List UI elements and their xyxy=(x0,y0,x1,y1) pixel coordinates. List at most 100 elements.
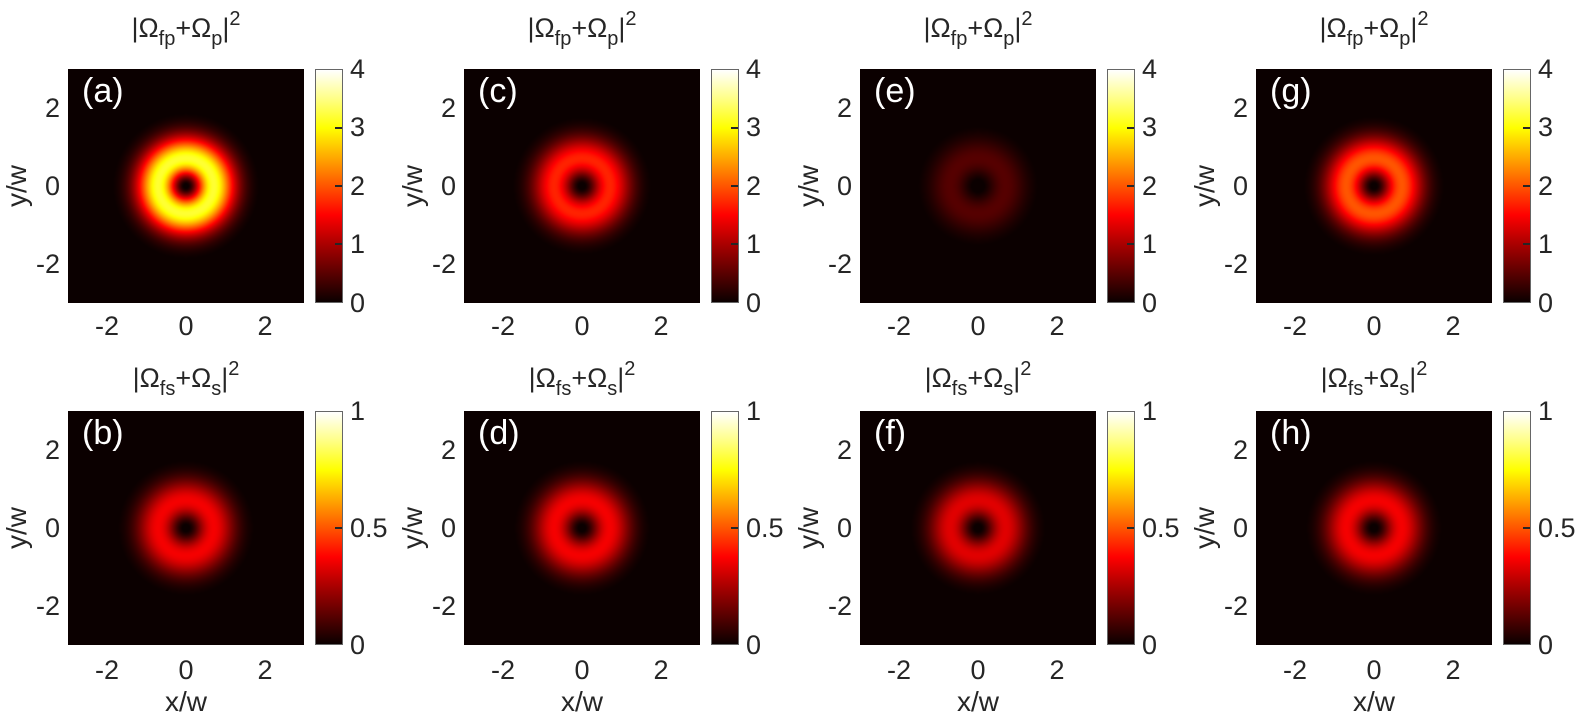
colorbar-tick-mark xyxy=(1127,185,1134,187)
y-tick-label: 2 xyxy=(1232,93,1248,123)
title-superscript: 2 xyxy=(1417,8,1429,30)
colorbar-tick-label: 3 xyxy=(1142,112,1158,142)
y-tick-label: -2 xyxy=(35,249,60,279)
x-tick-label: 2 xyxy=(257,655,273,685)
title-segment: | xyxy=(222,13,230,43)
x-tick-label: 2 xyxy=(1049,655,1065,685)
panel-letter: (f) xyxy=(874,414,907,452)
title-segment: +Ω xyxy=(967,363,1004,393)
colorbar-tick-label: 1 xyxy=(1538,229,1554,259)
x-tick-label: 2 xyxy=(653,655,669,685)
colorbar xyxy=(711,411,739,645)
title-subscript: s xyxy=(607,378,618,400)
y-tick-label: 2 xyxy=(836,93,852,123)
y-tick-label: 0 xyxy=(440,513,456,543)
colorbar-tick-mark xyxy=(1523,127,1530,129)
colorbar-tick-label: 2 xyxy=(746,171,762,201)
colorbar-tick-mark xyxy=(335,127,342,129)
title-segment: +Ω xyxy=(175,363,212,393)
y-tick-label: 2 xyxy=(44,435,60,465)
panel-title: |Ωfs+Ωs|2 xyxy=(464,358,700,401)
colorbar-tick-label: 0 xyxy=(1538,288,1554,318)
colorbar-tick-mark xyxy=(731,185,738,187)
title-segment: | xyxy=(618,13,626,43)
panel-letter: (g) xyxy=(1270,72,1312,110)
x-tick-label: 2 xyxy=(653,311,669,341)
title-segment: | xyxy=(617,363,625,393)
colorbar-tick-mark xyxy=(1127,527,1134,529)
x-tick-label: 2 xyxy=(1445,311,1461,341)
title-segment: | xyxy=(1410,13,1418,43)
x-tick-label: 0 xyxy=(574,311,590,341)
colorbar-tick-label: 0 xyxy=(1142,630,1158,660)
title-segment: +Ω xyxy=(571,13,608,43)
colorbar-tick-label: 2 xyxy=(1538,171,1554,201)
title-subscript: fs xyxy=(555,378,572,400)
y-tick-label: -2 xyxy=(431,591,456,621)
panel-title: |Ωfp+Ωp|2 xyxy=(860,8,1096,51)
x-tick-label: -2 xyxy=(1282,655,1307,685)
heatmap-canvas-b xyxy=(68,411,304,645)
x-tick-label: 0 xyxy=(178,311,194,341)
x-axis-label: x/w xyxy=(957,686,999,717)
x-axis-label: x/w xyxy=(1353,686,1395,717)
colorbar-tick-label: 0 xyxy=(1538,630,1554,660)
title-subscript: p xyxy=(607,28,619,50)
y-tick-label: 0 xyxy=(1232,171,1248,201)
title-segment: |Ω xyxy=(132,363,160,393)
x-tick-label: -2 xyxy=(94,311,119,341)
x-tick-label: 0 xyxy=(1366,311,1382,341)
colorbar-tick-label: 3 xyxy=(746,112,762,142)
heatmap-canvas-a xyxy=(68,69,304,303)
colorbar-tick-label: 0.5 xyxy=(1142,513,1180,543)
heatmap-canvas-f xyxy=(860,411,1096,645)
y-tick-label: -2 xyxy=(35,591,60,621)
panel-c: |Ωfp+Ωp|2 y/w 2 0 -2 (c) -2 0 2 4 3 2 1 … xyxy=(396,0,790,360)
panel-title: |Ωfs+Ωs|2 xyxy=(1256,358,1492,401)
colorbar-tick-mark xyxy=(1127,243,1134,245)
colorbar-tick-label: 0 xyxy=(350,630,366,660)
title-subscript: fs xyxy=(1347,378,1364,400)
colorbar-tick-label: 2 xyxy=(1142,171,1158,201)
title-segment: +Ω xyxy=(571,363,608,393)
x-tick-label: 0 xyxy=(970,655,986,685)
colorbar-tick-mark xyxy=(731,127,738,129)
panel-d: |Ωfs+Ωs|2 y/w 2 0 -2 (d) -2 0 2 x/w 1 0.… xyxy=(396,358,790,724)
colorbar-tick-label: 4 xyxy=(350,54,366,84)
colorbar-tick-label: 3 xyxy=(350,112,366,142)
colorbar-tick-label: 0 xyxy=(1142,288,1158,318)
title-superscript: 2 xyxy=(228,358,240,380)
heatmap-canvas-d xyxy=(464,411,700,645)
colorbar-tick-label: 4 xyxy=(1142,54,1158,84)
title-segment: |Ω xyxy=(131,13,159,43)
title-segment: |Ω xyxy=(1319,13,1347,43)
panel-a: |Ωfp+Ωp|2 y/w 2 0 -2 (a) -2 0 2 4 3 2 1 … xyxy=(0,0,394,360)
title-segment: +Ω xyxy=(175,13,212,43)
y-tick-label: -2 xyxy=(431,249,456,279)
colorbar-tick-label: 2 xyxy=(350,171,366,201)
title-segment: |Ω xyxy=(924,363,952,393)
y-tick-label: 2 xyxy=(440,435,456,465)
y-tick-label: 0 xyxy=(836,513,852,543)
panel-letter: (h) xyxy=(1270,414,1312,452)
title-segment: | xyxy=(1014,13,1022,43)
colorbar-tick-label: 1 xyxy=(746,396,762,426)
title-segment: | xyxy=(1409,363,1417,393)
x-tick-label: -2 xyxy=(490,311,515,341)
colorbar-tick-label: 0.5 xyxy=(350,513,388,543)
y-tick-label: -2 xyxy=(827,591,852,621)
panel-b: |Ωfs+Ωs|2 y/w 2 0 -2 (b) -2 0 2 x/w 1 0.… xyxy=(0,358,394,724)
x-axis-label: x/w xyxy=(561,686,603,717)
x-tick-label: -2 xyxy=(886,311,911,341)
colorbar-tick-label: 4 xyxy=(746,54,762,84)
x-tick-label: 0 xyxy=(574,655,590,685)
panel-letter: (d) xyxy=(478,414,520,452)
panel-title: |Ωfs+Ωs|2 xyxy=(860,358,1096,401)
title-subscript: s xyxy=(1399,378,1410,400)
title-subscript: p xyxy=(1003,28,1015,50)
colorbar-tick-label: 4 xyxy=(1538,54,1554,84)
colorbar-tick-mark xyxy=(1523,527,1530,529)
colorbar-tick-label: 1 xyxy=(746,229,762,259)
panel-letter: (a) xyxy=(82,72,124,110)
title-segment: |Ω xyxy=(1320,363,1348,393)
